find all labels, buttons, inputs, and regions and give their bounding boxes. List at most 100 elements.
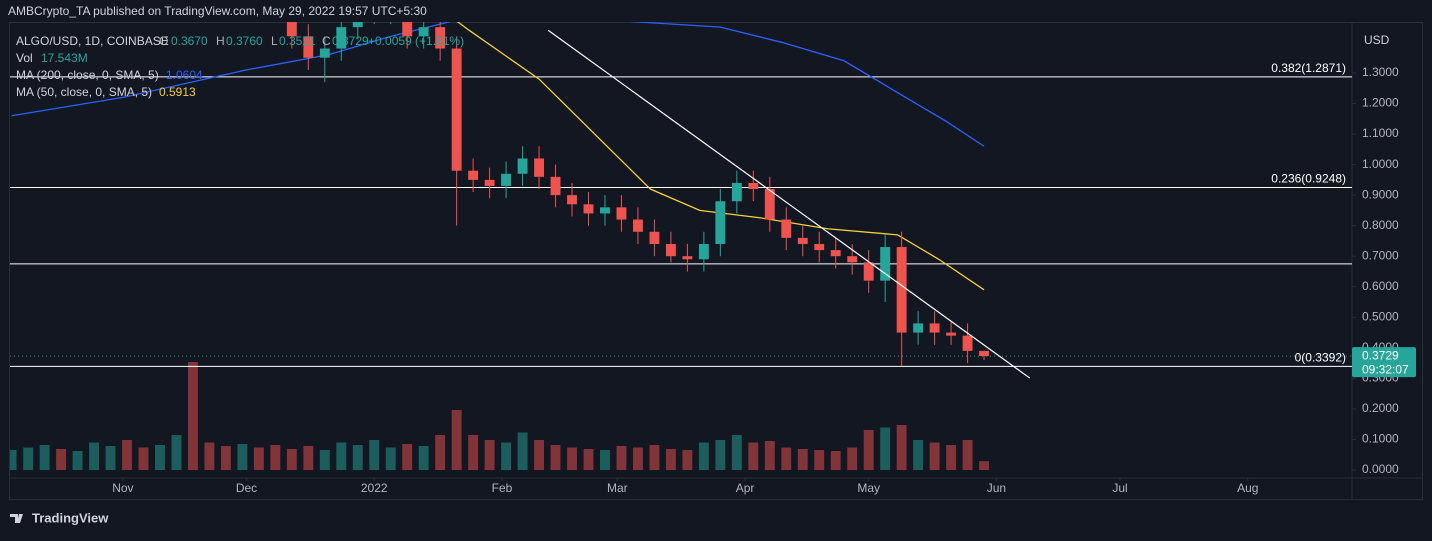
- candle-body: [567, 195, 577, 205]
- volume-bar: [682, 449, 693, 470]
- legend-key: MA (50, close, 0, SMA, 5): [16, 85, 152, 99]
- candle-body: [764, 189, 775, 220]
- candle-body: [863, 262, 874, 281]
- volume-bar: [979, 461, 989, 470]
- y-tick-label: 0.5000: [1362, 309, 1399, 323]
- candle-body: [534, 158, 544, 177]
- volume-bar: [946, 444, 957, 470]
- volume-bar: [89, 442, 99, 470]
- legend-value: 17.543M: [41, 51, 88, 65]
- volume-bar: [385, 447, 396, 470]
- legend: ALGO/USD, 1D, COINBASE O 0.3670 H 0.3760…: [16, 34, 464, 99]
- currency: USD: [1364, 33, 1390, 47]
- volume-bar: [72, 450, 83, 470]
- volume-bar: [105, 445, 116, 470]
- logo-icon: [10, 514, 23, 523]
- volume-bar: [550, 444, 561, 470]
- volume-bar: [715, 439, 726, 470]
- volume-bar: [204, 442, 215, 470]
- y-tick-label: 1.1000: [1362, 126, 1399, 140]
- volume-bar: [797, 448, 808, 470]
- candle-body: [731, 182, 742, 202]
- volume-bar: [451, 409, 462, 470]
- volume-bar: [220, 445, 231, 470]
- y-tick-label: 0.8000: [1362, 218, 1399, 232]
- candle-body: [435, 27, 446, 49]
- countdown: 09:32:07: [1362, 362, 1409, 376]
- x-tick-label: Mar: [607, 481, 628, 495]
- volume-bar: [303, 445, 314, 470]
- legend-value: 1.0604: [166, 68, 203, 82]
- frame: [9, 22, 1423, 500]
- volume-bar: [56, 448, 67, 470]
- volume-bar: [847, 447, 858, 470]
- candle-body: [319, 48, 330, 58]
- candle-body: [698, 243, 709, 260]
- legend-key: O: [159, 34, 168, 48]
- y-tick-label: 0.0000: [1362, 462, 1399, 476]
- volume-bar: [583, 448, 594, 470]
- moving-average: [456, 22, 985, 291]
- y-tick-label: 0.6000: [1362, 279, 1399, 293]
- volume-bar: [39, 444, 50, 470]
- plot: [10, 22, 1352, 470]
- y-tick-label: 1.2000: [1362, 96, 1399, 110]
- x-tick-label: 2022: [361, 481, 388, 495]
- candle-body: [682, 256, 693, 260]
- volume-bar: [517, 432, 528, 470]
- volume-bar: [748, 442, 759, 470]
- candle-body: [402, 22, 413, 37]
- volume-bar: [319, 449, 330, 470]
- volume-bar: [418, 445, 429, 470]
- legend-value: 0.5913: [159, 85, 196, 99]
- y-tick-label: 1.0000: [1362, 157, 1399, 171]
- footer: TradingView: [32, 510, 109, 525]
- volume-bar: [830, 450, 841, 470]
- volume-bar: [270, 444, 281, 470]
- volume-bar: [122, 439, 132, 470]
- x-tick-label: May: [857, 481, 880, 495]
- candle-body: [979, 350, 989, 357]
- volume-bar: [138, 447, 149, 470]
- candle-body: [946, 332, 957, 336]
- y-tick-label: 0.1000: [1362, 432, 1399, 446]
- volume-bar: [913, 439, 924, 470]
- candle-body: [600, 207, 610, 214]
- volume-bar: [781, 447, 792, 470]
- candle-body: [616, 207, 627, 220]
- candle-body: [665, 243, 676, 257]
- candle-body: [830, 250, 841, 257]
- candle-body: [929, 323, 940, 333]
- volume-bar: [501, 442, 512, 470]
- volume-bar: [369, 439, 380, 470]
- candle-body: [781, 219, 792, 238]
- volume-bar: [171, 434, 182, 470]
- candle-body: [418, 27, 429, 37]
- y-tick-label: 0.9000: [1362, 187, 1399, 201]
- volume-bar: [402, 443, 413, 470]
- candle-body: [847, 256, 858, 263]
- y-tick-label: 0.2000: [1362, 401, 1399, 415]
- candle-body: [501, 173, 512, 186]
- volume-bar: [649, 444, 660, 470]
- candle-body: [517, 158, 528, 174]
- volume-bar: [187, 361, 198, 470]
- candle-body: [352, 22, 363, 28]
- candle-body: [715, 201, 726, 244]
- candle-body: [583, 204, 594, 214]
- volume-bar: [929, 442, 940, 470]
- legend-value: 0.3521: [279, 34, 316, 48]
- candle-body: [468, 170, 479, 180]
- candle-body: [303, 36, 314, 58]
- x-tick-label: Feb: [492, 481, 513, 495]
- legend-value: 0.3670: [171, 34, 208, 48]
- candle-body: [336, 27, 347, 49]
- legend-key: L: [271, 34, 278, 48]
- candle-body: [484, 179, 495, 186]
- volume-bar: [23, 447, 34, 470]
- volume-bar: [435, 434, 446, 470]
- volume-bar: [534, 439, 544, 470]
- legend-change: +0.0059 (+1.61%): [368, 34, 464, 48]
- volume-bar: [632, 447, 643, 470]
- x-tick-label: Jun: [987, 481, 1006, 495]
